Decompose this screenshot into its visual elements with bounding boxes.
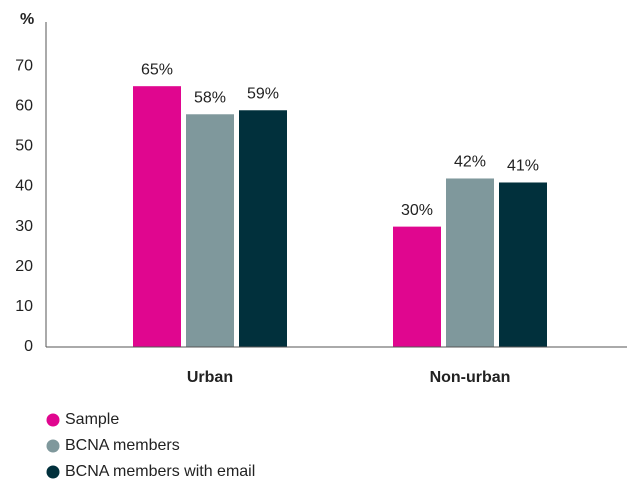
y-tick-label: 10 bbox=[15, 298, 33, 315]
legend-swatch bbox=[46, 413, 60, 427]
bar bbox=[133, 86, 181, 347]
y-tick-label: 40 bbox=[15, 178, 33, 195]
y-tick-label: 50 bbox=[15, 138, 33, 155]
x-tick-label: Urban bbox=[187, 369, 233, 386]
y-tick-label: 30 bbox=[15, 218, 33, 235]
legend-label: Sample bbox=[65, 411, 119, 428]
bar bbox=[499, 182, 547, 347]
legend-swatch bbox=[46, 439, 60, 453]
y-tick-label: 0 bbox=[24, 338, 33, 355]
value-label: 59% bbox=[247, 85, 279, 102]
y-tick-label: 70 bbox=[15, 57, 33, 74]
legend-label: BCNA members bbox=[65, 437, 180, 454]
y-tick-label: 20 bbox=[15, 258, 33, 275]
value-label: 65% bbox=[141, 61, 173, 78]
value-label: 42% bbox=[454, 154, 486, 171]
value-label: 30% bbox=[401, 202, 433, 219]
bar bbox=[186, 114, 234, 348]
x-tick-label: Non-urban bbox=[430, 369, 511, 386]
bar bbox=[446, 178, 494, 347]
value-label: 41% bbox=[507, 158, 539, 175]
y-tick-label: 60 bbox=[15, 97, 33, 114]
y-axis-label: % bbox=[20, 11, 34, 28]
bar bbox=[393, 226, 441, 347]
legend-label: BCNA members with email bbox=[65, 463, 255, 480]
bar bbox=[239, 110, 287, 347]
legend-swatch bbox=[46, 465, 60, 479]
value-label: 58% bbox=[194, 89, 226, 106]
